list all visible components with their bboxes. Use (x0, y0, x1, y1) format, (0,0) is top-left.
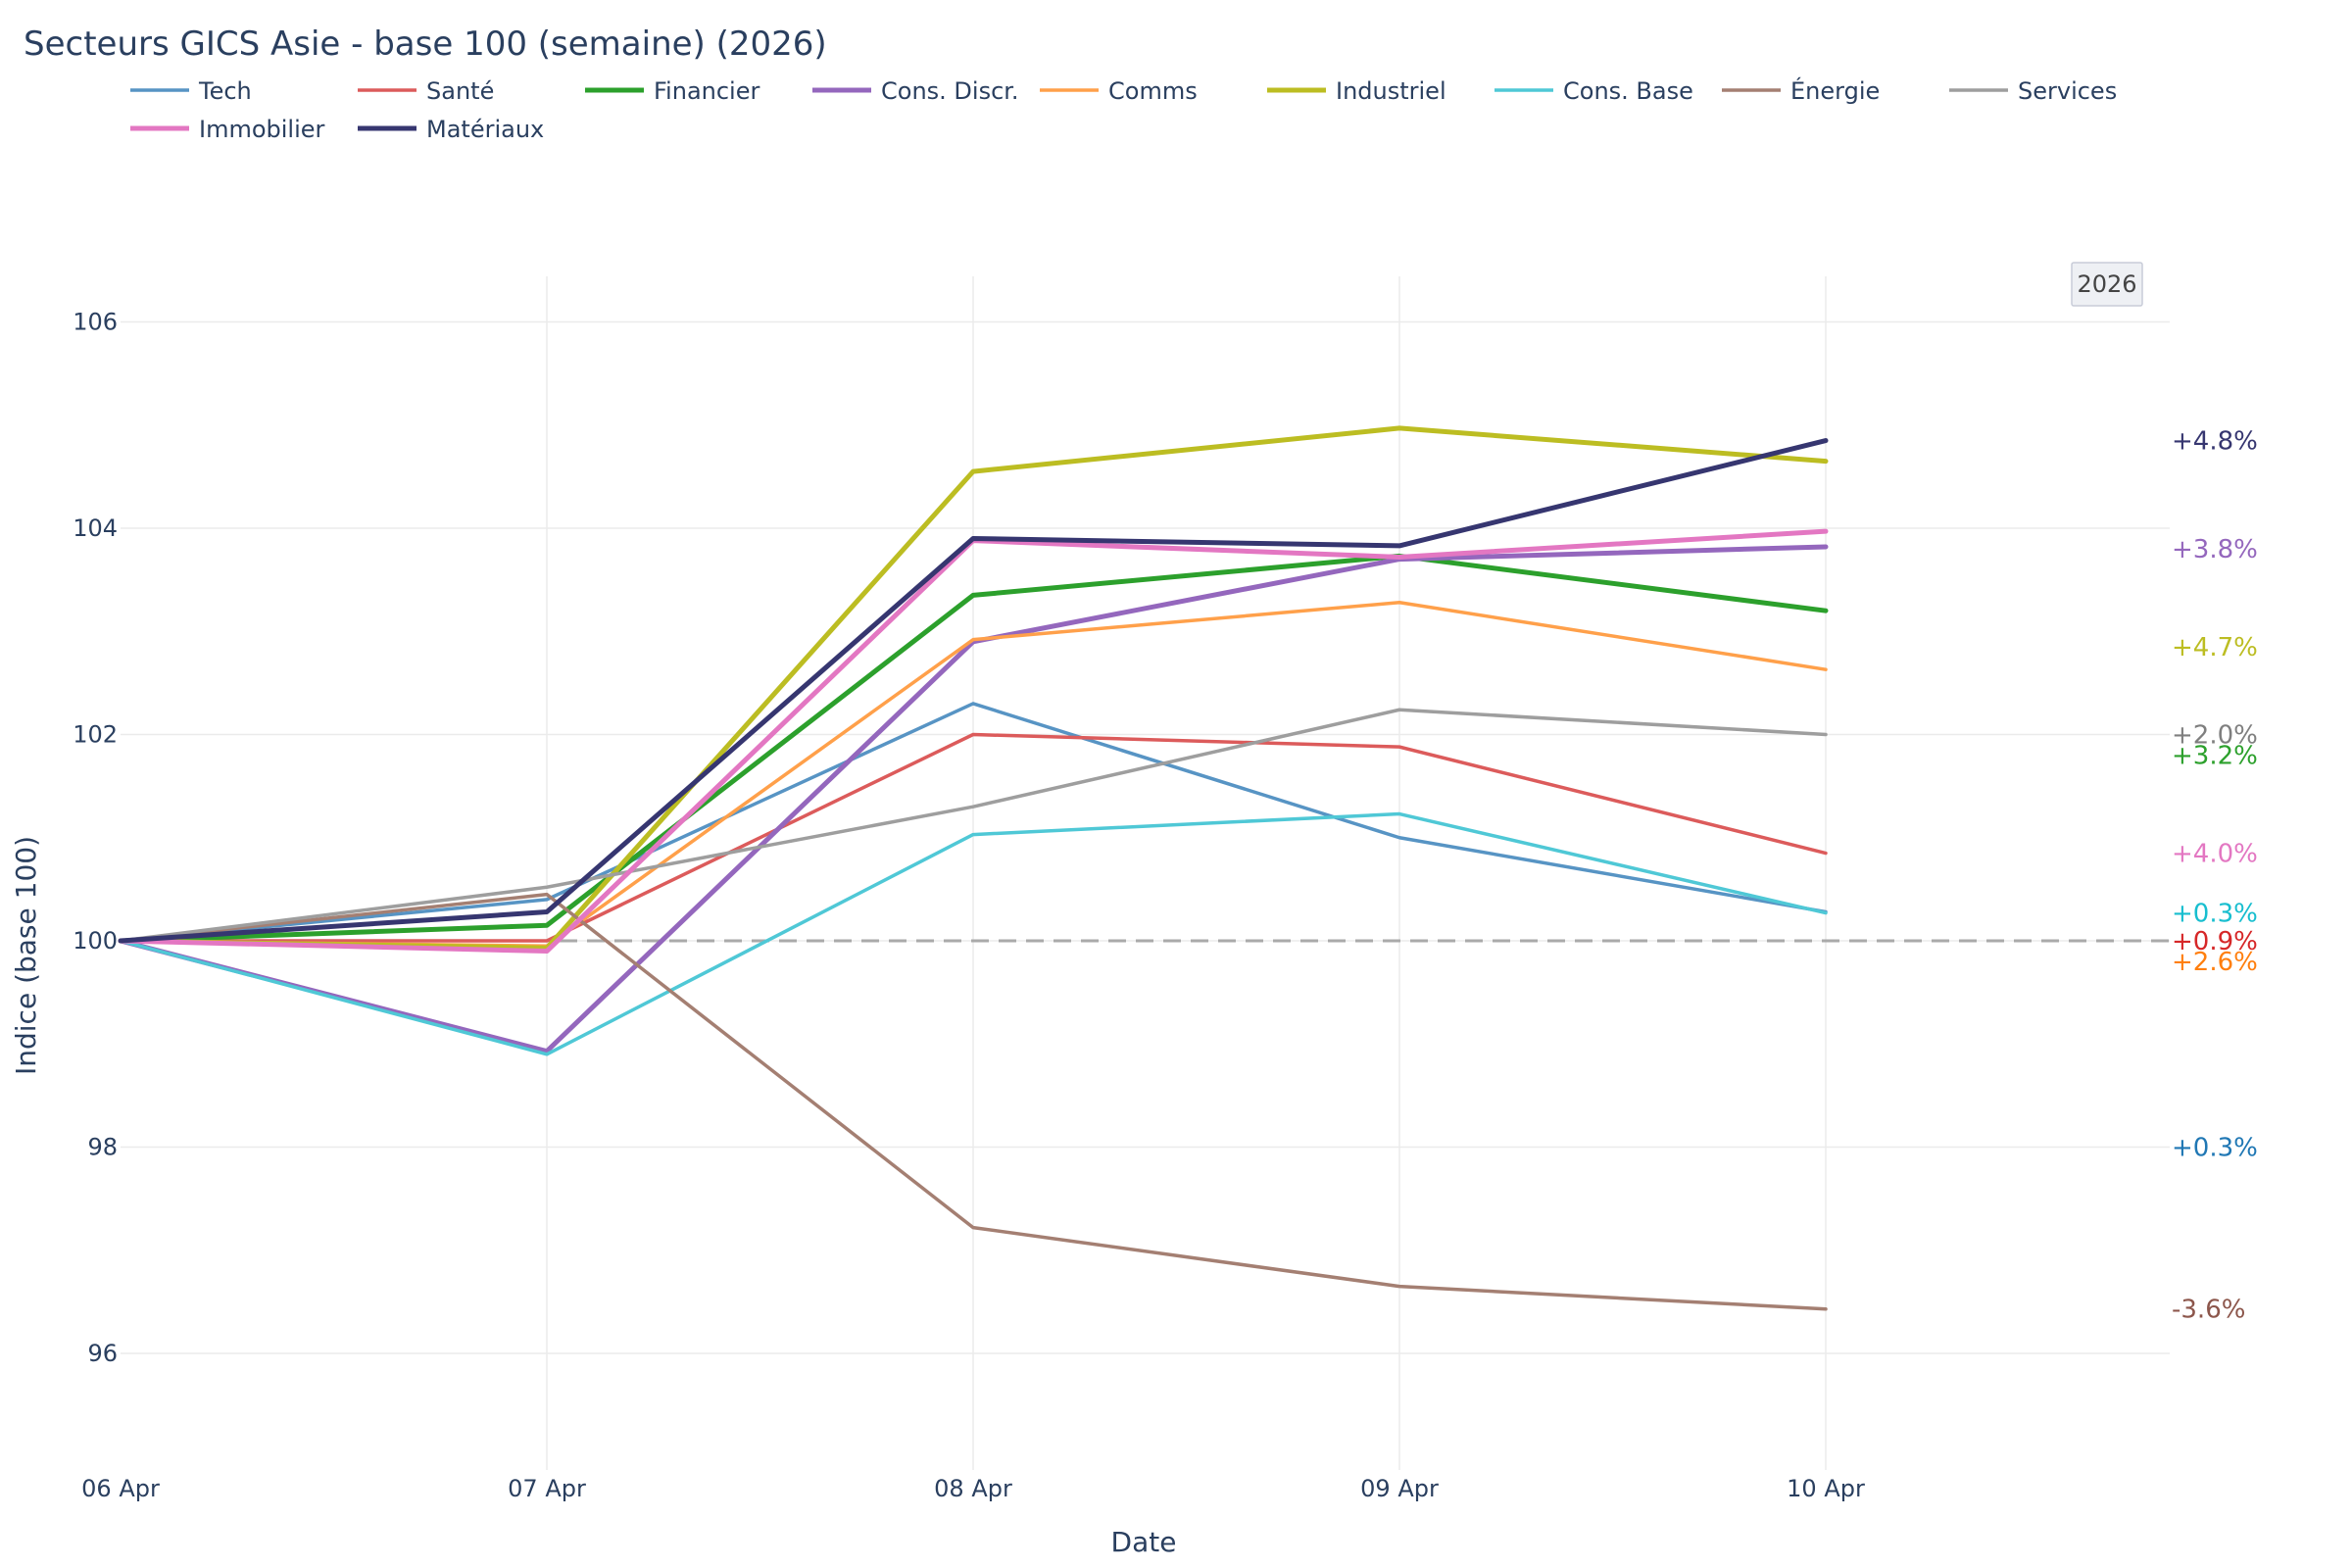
legend-item-sant-[interactable]: Santé (358, 77, 494, 105)
legend-item-cons-base[interactable]: Cons. Base (1494, 77, 1693, 105)
end-label-industriel: +4.7% (2172, 633, 2258, 662)
y-axis-title: Indice (base 100) (10, 836, 42, 1075)
series-line-cons-base (119, 811, 1828, 1056)
legend-item-services[interactable]: Services (1949, 77, 2117, 105)
end-label-cons-base: +0.3% (2172, 900, 2258, 929)
legend: Tech Santé Financier Cons. Discr. Comms Indus… (130, 76, 2117, 143)
series-lines (118, 425, 1829, 1311)
y-tick-label: 96 (87, 1340, 118, 1367)
series-line-sant- (119, 732, 1828, 943)
end-label-sant-: +0.9% (2172, 927, 2258, 956)
end-label-financier: +3.2% (2172, 742, 2258, 771)
legend-label: Immobilier (199, 116, 325, 143)
legend-label: Cons. Base (1563, 77, 1693, 105)
x-axis-ticks: 06 Apr 07 Apr 08 Apr 09 Apr 10 Apr (81, 1475, 1865, 1502)
year-badge: 2026 (2071, 262, 2143, 307)
x-tick-label: 06 Apr (81, 1475, 160, 1502)
legend-item-comms[interactable]: Comms (1040, 77, 1198, 105)
end-label--nergie: -3.6% (2172, 1296, 2245, 1325)
end-labels: +0.3%+0.9%+3.2%+3.8%+2.6%+4.7%+0.3%-3.6%… (2172, 427, 2258, 1325)
x-tick-label: 09 Apr (1360, 1475, 1439, 1502)
legend-label: Santé (426, 77, 494, 105)
series-line-mat-riaux (118, 438, 1829, 944)
legend-label: Cons. Discr. (881, 77, 1019, 105)
legend-label: Industriel (1336, 77, 1446, 105)
series-line-tech (119, 702, 1828, 943)
legend-label: Matériaux (426, 116, 544, 143)
legend-item-immobilier[interactable]: Immobilier (130, 116, 325, 143)
y-axis-ticks: 96 98 100 102 104 106 (73, 309, 118, 1368)
legend-item-industriel[interactable]: Industriel (1267, 77, 1446, 105)
y-tick-label: 98 (87, 1134, 118, 1161)
series-line-financier (118, 553, 1829, 944)
y-tick-label: 106 (73, 309, 118, 336)
end-label-immobilier: +4.0% (2172, 840, 2258, 869)
legend-item-financier[interactable]: Financier (585, 77, 760, 105)
legend-label: Énergie (1790, 76, 1880, 105)
end-label-services: +2.0% (2172, 721, 2258, 751)
x-tick-label: 07 Apr (508, 1475, 586, 1502)
series-line--nergie (119, 892, 1828, 1311)
plot-area: +0.3%+0.9%+3.2%+3.8%+2.6%+4.7%+0.3%-3.6%… (73, 276, 2258, 1502)
y-tick-label: 102 (73, 721, 118, 749)
y-tick-label: 100 (73, 927, 118, 955)
x-axis-title: Date (1111, 1526, 1177, 1558)
legend-item--nergie[interactable]: Énergie (1722, 76, 1880, 105)
legend-item-tech[interactable]: Tech (130, 77, 252, 105)
legend-item-cons-discr-[interactable]: Cons. Discr. (812, 77, 1019, 105)
legend-label: Services (2018, 77, 2117, 105)
series-line-services (119, 708, 1828, 943)
x-tick-label: 08 Apr (934, 1475, 1012, 1502)
x-tick-label: 10 Apr (1787, 1475, 1865, 1502)
y-tick-label: 104 (73, 514, 118, 542)
legend-label: Financier (654, 77, 760, 105)
end-label-tech: +0.3% (2172, 1134, 2258, 1163)
end-label-mat-riaux: +4.8% (2172, 427, 2258, 457)
legend-label: Comms (1108, 77, 1198, 105)
legend-label: Tech (198, 77, 252, 105)
end-label-comms: +2.6% (2172, 948, 2258, 977)
year-badge-label: 2026 (2077, 270, 2136, 298)
chart-title: Secteurs GICS Asie - base 100 (semaine) … (24, 24, 827, 64)
legend-item-mat-riaux[interactable]: Matériaux (358, 116, 544, 143)
end-label-cons-discr-: +3.8% (2172, 535, 2258, 564)
